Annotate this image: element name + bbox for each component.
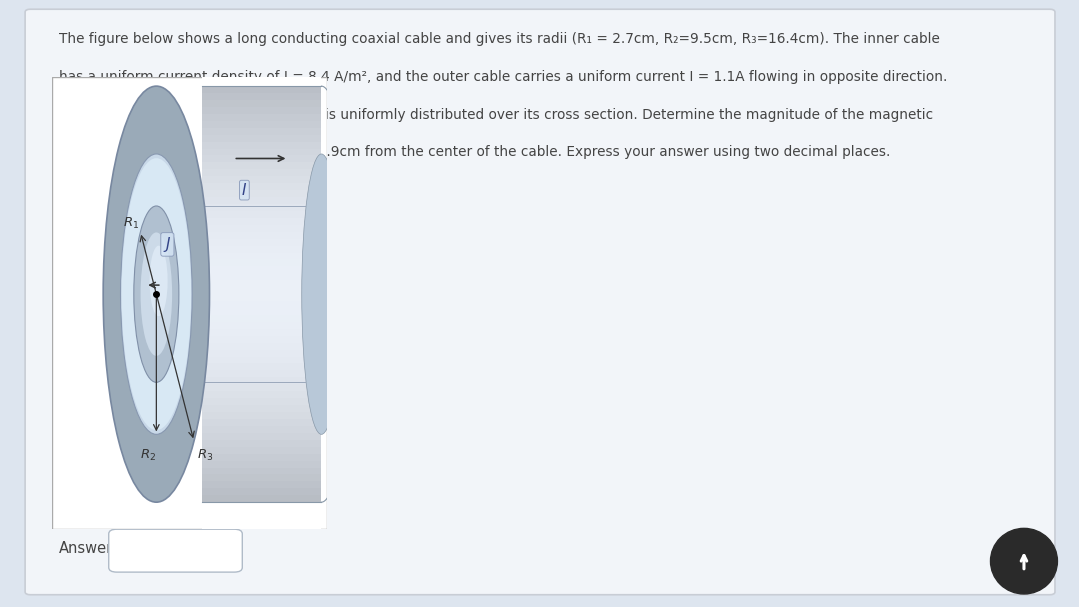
Bar [202,426,322,433]
Bar [202,141,322,149]
Bar [202,211,322,218]
Bar [202,225,322,232]
Bar [202,169,322,176]
Ellipse shape [134,206,179,382]
Bar [202,93,322,100]
Bar [202,433,322,439]
Ellipse shape [150,246,167,316]
Bar [202,447,322,453]
Bar [202,149,322,155]
Bar [202,308,322,315]
Bar [202,232,322,239]
Text: $R_2$: $R_2$ [140,448,156,463]
Bar [202,392,322,398]
Bar [202,190,322,197]
Bar [202,412,322,419]
Bar [202,461,322,467]
Bar [202,467,322,475]
FancyBboxPatch shape [25,9,1055,595]
Bar [202,218,322,225]
Bar [202,135,322,141]
Bar [202,294,322,301]
Bar [202,121,322,127]
Bar [202,287,322,294]
Text: field in terms of μ₀ at a distance r = 22.9cm from the center of the cable. Expr: field in terms of μ₀ at a distance r = 2… [58,146,890,160]
Bar [202,183,322,190]
Bar [202,259,322,266]
Ellipse shape [104,86,209,502]
Bar [202,356,322,364]
Bar [202,114,322,121]
Bar [202,405,322,412]
Text: $J$: $J$ [163,235,172,254]
Bar [202,453,322,461]
Text: has a uniform current density of J = 8.4 A/m², and the outer cable carries a uni: has a uniform current density of J = 8.4… [58,70,947,84]
Bar [202,197,322,204]
Ellipse shape [302,154,341,435]
Bar [202,204,322,211]
Ellipse shape [140,232,173,356]
Bar [202,502,322,529]
Text: $R_3$: $R_3$ [196,449,213,463]
Bar [202,253,322,259]
Bar [202,378,322,384]
Text: The figure below shows a long conducting coaxial cable and gives its radii (R₁ =: The figure below shows a long conducting… [58,32,940,46]
Bar [202,239,322,246]
Bar [202,439,322,447]
Bar [202,370,322,378]
Text: Assume that the currents in each wire is uniformly distributed over its cross se: Assume that the currents in each wire is… [58,108,933,122]
Bar [202,280,322,287]
Ellipse shape [121,154,192,435]
Bar [202,301,322,308]
Bar [202,155,322,163]
Bar [202,475,322,481]
Circle shape [991,528,1057,594]
Bar [202,107,322,114]
Bar [202,315,322,322]
Bar [202,336,322,343]
Bar [202,163,322,169]
Bar [202,419,322,426]
Bar [202,322,322,329]
Bar [202,127,322,135]
Bar [202,273,322,280]
FancyBboxPatch shape [109,529,243,572]
Bar [202,481,322,488]
Bar [202,364,322,370]
Bar [202,488,322,495]
Bar [202,350,322,356]
Bar [202,266,322,273]
Text: $R_1$: $R_1$ [123,216,139,231]
Text: Answer:: Answer: [58,541,118,556]
Ellipse shape [122,158,191,430]
Bar [202,398,322,405]
Bar [202,77,322,86]
Bar [202,246,322,253]
Bar [202,343,322,350]
Bar [202,329,322,336]
Bar [202,100,322,107]
FancyBboxPatch shape [52,77,327,529]
Bar [202,495,322,502]
Bar [202,86,322,93]
Text: $I$: $I$ [242,182,247,198]
Bar [202,176,322,183]
Bar [202,384,322,392]
